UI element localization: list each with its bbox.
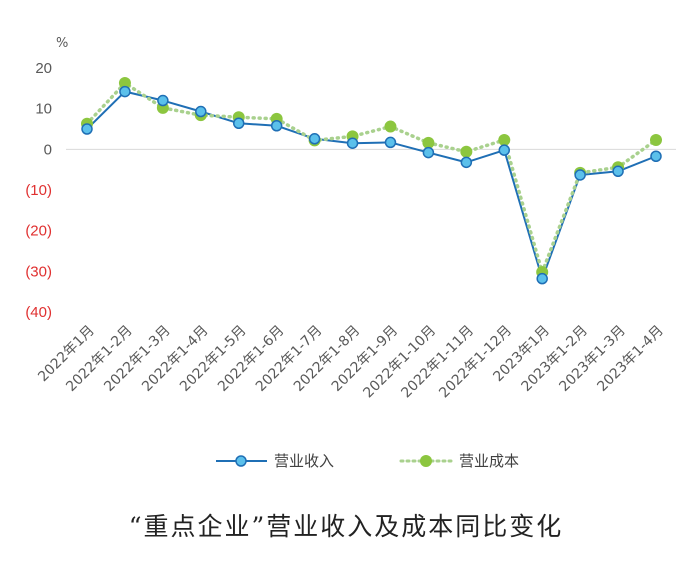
series-layer bbox=[81, 77, 662, 285]
y-tick-label: 20 bbox=[35, 60, 52, 77]
y-tick-label: 0 bbox=[44, 141, 52, 158]
data-point-cost bbox=[384, 120, 397, 133]
data-point-revenue bbox=[460, 156, 473, 169]
data-point-revenue bbox=[308, 133, 321, 145]
y-tick-label: (40) bbox=[25, 304, 52, 321]
data-point-revenue bbox=[232, 117, 245, 130]
data-point-cost bbox=[650, 133, 662, 146]
data-point-revenue bbox=[119, 85, 131, 98]
data-point-revenue bbox=[81, 123, 93, 135]
data-point-revenue bbox=[195, 105, 207, 118]
data-point-revenue bbox=[498, 144, 511, 156]
y-axis-ticks: 20 10 0 (10) (20) (30) (40) bbox=[25, 60, 52, 321]
y-axis-unit-label: % bbox=[56, 36, 68, 51]
data-point-revenue bbox=[157, 94, 169, 107]
y-tick-label: 10 bbox=[35, 101, 52, 118]
data-point-revenue bbox=[270, 119, 283, 132]
legend-item-revenue[interactable]: 营业收入 bbox=[216, 452, 334, 470]
data-point-cost bbox=[498, 133, 511, 146]
data-point-cost bbox=[118, 77, 131, 90]
y-tick-label: (20) bbox=[25, 223, 52, 240]
x-tick-label: 2023年1-4月 bbox=[594, 323, 666, 395]
data-point-cost bbox=[422, 136, 435, 149]
y-tick-label: (10) bbox=[25, 182, 52, 199]
legend: 营业收入 营业成本 bbox=[216, 452, 519, 470]
series-line-cost bbox=[85, 81, 658, 274]
legend-cost-label: 营业成本 bbox=[459, 452, 519, 470]
legend-revenue-label: 营业收入 bbox=[274, 452, 334, 470]
legend-item-cost[interactable]: 营业成本 bbox=[399, 452, 519, 470]
legend-revenue-marker bbox=[235, 455, 247, 467]
chart-title: “重点企业”营业收入及成本同比变化 bbox=[129, 512, 564, 541]
data-point-cost bbox=[460, 145, 473, 158]
series-line-revenue bbox=[86, 90, 657, 280]
y-tick-label: (30) bbox=[25, 263, 52, 280]
legend-cost-marker bbox=[420, 455, 432, 467]
data-point-revenue bbox=[536, 272, 548, 285]
data-point-revenue bbox=[422, 146, 435, 159]
data-point-revenue bbox=[612, 165, 624, 178]
data-point-revenue bbox=[384, 136, 397, 149]
x-axis-ticks: 2022年1月2022年1-2月2022年1-3月2022年1-4月2022年1… bbox=[35, 323, 667, 402]
data-point-revenue bbox=[574, 169, 586, 181]
data-point-revenue bbox=[650, 150, 662, 162]
data-point-revenue bbox=[346, 137, 359, 149]
